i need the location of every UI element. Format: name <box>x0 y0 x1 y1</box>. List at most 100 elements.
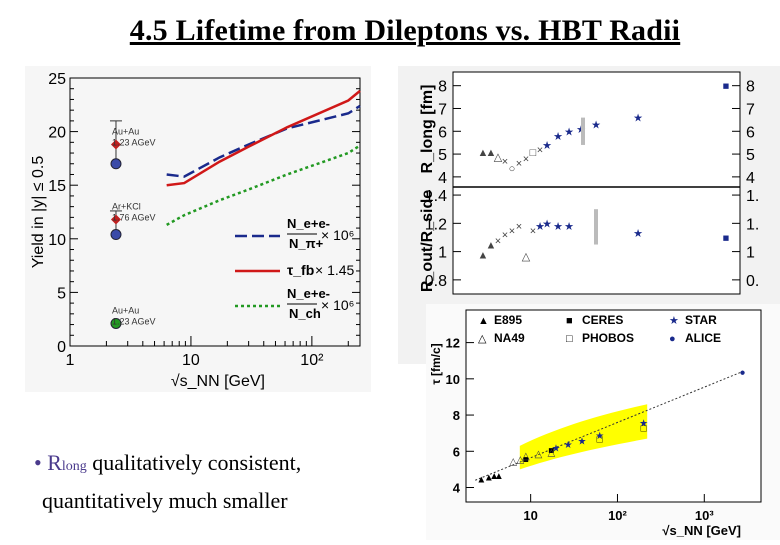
dilepton-yield-chart-panel: 0 5 10 15 20 25 1 10 10² Yield in |y| ≤ 0.5 √s_NN … <box>25 66 371 392</box>
data-point: ★ <box>542 218 552 230</box>
y-tick-label: 20 <box>48 125 66 142</box>
x-tick-label: 10 <box>182 352 200 369</box>
y-tick-label: 1 <box>438 245 447 262</box>
bullet-dot: • <box>34 450 42 475</box>
legend-factor: × 10⁶ <box>321 227 354 243</box>
data-point: ★ <box>633 228 643 240</box>
data-point: × <box>516 221 522 233</box>
bullet-text: • Rlong qualitatively consistent, quanti… <box>34 446 374 518</box>
legend-denominator: N_ch <box>289 306 321 321</box>
data-point: ★ <box>564 440 573 451</box>
x-tick-label: 1 <box>66 352 75 369</box>
data-point: ▲ <box>486 147 497 159</box>
data-point: △ <box>494 151 503 163</box>
data-point: □ <box>597 435 603 446</box>
lifetime-chart-panel: 4 6 8 10 12 10 10² 10³ τ [fm/c] √s_NN [GeV] ▲ E895 ■… <box>426 304 780 540</box>
legend-label: PHOBOS <box>582 331 634 345</box>
point-label: Au+Au <box>112 126 139 136</box>
y-tick-label: 4 <box>453 481 461 496</box>
y-tick-label-right: 5 <box>746 147 755 164</box>
legend-marker: ● <box>669 333 676 345</box>
series-line <box>166 104 361 178</box>
trend-line <box>475 371 743 481</box>
y-tick-label-right: 4 <box>746 170 755 187</box>
data-point: × <box>502 230 508 242</box>
data-point: ★ <box>552 444 561 455</box>
data-point: ★ <box>553 131 563 143</box>
y-tick-label: 15 <box>48 178 66 195</box>
legend-numerator: N_e+e- <box>287 286 330 301</box>
legend-marker: □ <box>566 333 573 345</box>
data-point: ■ <box>523 455 529 466</box>
slide-title: 4.5 Lifetime from Dileptons vs. HBT Radi… <box>129 14 681 47</box>
dilepton-yield-chart: 0 5 10 15 20 25 1 10 10² Yield in |y| ≤ 0.5 √s_NN … <box>30 71 361 390</box>
x-tick-label: 10³ <box>695 508 714 523</box>
uncertainty-band <box>519 404 648 470</box>
point-label: 1.23 AGeV <box>112 137 156 147</box>
x-tick-label: 10 <box>523 508 537 523</box>
legend-marker: ▲ <box>478 315 489 327</box>
y-tick-label: 5 <box>57 285 66 302</box>
legend-marker: ■ <box>566 315 573 327</box>
point-label: Au+Au <box>112 305 139 315</box>
y-tick-label: 1.4 <box>425 188 447 205</box>
y-tick-label: 1.2 <box>425 216 447 233</box>
data-point: △ <box>522 251 531 263</box>
y-tick-label: 10 <box>48 232 66 249</box>
data-point: ★ <box>595 431 604 442</box>
data-point: ★ <box>577 436 586 447</box>
y-tick-label-right: 8 <box>746 79 755 96</box>
legend-marker: ★ <box>669 315 679 327</box>
y-axis-label: τ [fm/c] <box>429 343 443 384</box>
data-point: ★ <box>564 221 574 233</box>
legend-marker: △ <box>478 333 487 345</box>
systematic-band <box>594 209 598 245</box>
y-tick-label-right: 6 <box>746 124 755 141</box>
data-point: × <box>530 225 536 237</box>
legend-label: STAR <box>685 313 717 327</box>
data-point: ★ <box>535 221 545 233</box>
systematic-band <box>581 117 585 145</box>
bullet-r-symbol: R <box>47 450 62 475</box>
data-point: ▲ <box>486 240 497 252</box>
legend-factor: × 1.45 <box>315 262 355 278</box>
lifetime-chart: 4 6 8 10 12 10 10² 10³ τ [fm/c] √s_NN [GeV] ▲ E895 ■… <box>429 309 762 538</box>
point-label: 1.23 AGeV <box>112 316 156 326</box>
y-tick-label-right: 1. <box>746 216 759 233</box>
y-tick-label: 7 <box>438 101 447 118</box>
plot-frame <box>465 309 762 503</box>
data-point: ★ <box>564 126 574 138</box>
y-tick-label: 12 <box>446 336 460 351</box>
data-point: × <box>502 156 508 168</box>
x-axis-label: √s_NN [GeV] <box>662 523 741 538</box>
plot-frame <box>452 71 741 295</box>
data-point: ▲ <box>478 249 489 261</box>
y-tick-label: 25 <box>48 71 66 88</box>
y-tick-label: 0 <box>57 339 66 356</box>
data-point: △ <box>509 456 517 467</box>
data-point: △ <box>522 451 530 462</box>
data-point: ▲ <box>494 471 504 482</box>
data-point <box>110 317 122 329</box>
legend-denominator: N_π+ <box>289 236 324 251</box>
data-point: △ <box>547 447 555 458</box>
bullet-r-subscript: long <box>61 459 87 474</box>
data-point <box>110 139 121 150</box>
data-point: ★ <box>542 140 552 152</box>
legend-factor: × 10⁶ <box>321 297 354 313</box>
hbt-radii-chart: 4 4 5 5 6 6 7 7 8 8 0.8 0. 1 1 1.2 1. 1.4 1. R_long [fm] R_… <box>419 71 759 295</box>
y-tick-label: 10 <box>446 372 460 387</box>
data-point <box>110 214 121 225</box>
y-tick-label-right: 1. <box>746 188 759 205</box>
data-point: ■ <box>548 445 554 456</box>
x-tick-label: 10² <box>300 352 324 369</box>
data-point: ■ <box>723 232 730 244</box>
data-point: × <box>509 225 515 237</box>
legend-numerator: N_e+e- <box>287 216 330 231</box>
data-point: × <box>523 154 529 166</box>
legend-label: NA49 <box>494 331 525 345</box>
series-line <box>166 144 361 226</box>
data-point: ▲ <box>484 473 494 484</box>
legend-label: ALICE <box>685 331 721 345</box>
x-tick-label: 10² <box>608 508 627 523</box>
